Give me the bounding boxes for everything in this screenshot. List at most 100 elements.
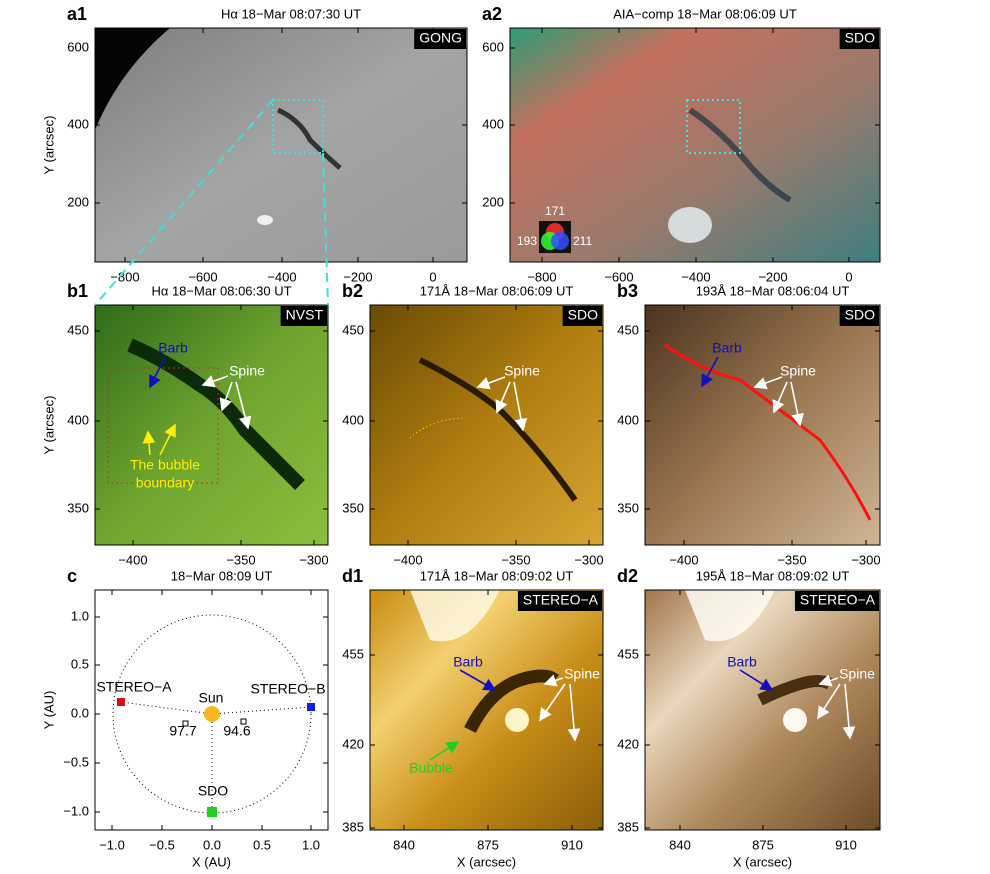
saturation [685, 590, 775, 642]
annotation: STEREO−B [250, 681, 325, 697]
y-tick-label: 600 [67, 39, 89, 54]
x-tick-label: 875 [477, 837, 499, 852]
stereo-a [117, 698, 125, 706]
x-tick-label: −800 [110, 269, 139, 284]
stereo-b [307, 703, 315, 711]
y-tick-label: −0.5 [63, 754, 89, 769]
panel-label: c [67, 566, 77, 586]
y-tick-label: 1.0 [71, 608, 89, 623]
x-axis-label: X (arcsec) [733, 854, 792, 869]
y-tick-label: 420 [617, 736, 639, 751]
arrow [142, 430, 156, 456]
panel-image [645, 590, 880, 830]
sight-line [120, 701, 213, 715]
badge-bg [839, 29, 879, 49]
badge: SDO [845, 30, 875, 46]
panel: d1 171Å 18−Mar 08:09:02 UT STEREO−A 840 875 9… [342, 566, 604, 869]
orbit [112, 614, 312, 814]
x-tick-label: −200 [343, 269, 372, 284]
y-tick-label: 350 [617, 500, 639, 515]
x-tick-label: −400 [681, 269, 710, 284]
annotation: Spine [564, 666, 600, 682]
panel-image [95, 305, 328, 545]
y-axis-label: Y (arcsec) [41, 116, 56, 175]
arrow [429, 741, 460, 761]
x-tick-label: −600 [604, 269, 633, 284]
zoom-connector [322, 152, 329, 306]
limb [95, 28, 170, 130]
x-tick-label: −300 [851, 552, 880, 567]
y-tick-label: 400 [342, 412, 364, 427]
x-tick-label: −1.0 [99, 837, 125, 852]
saturation [410, 590, 500, 642]
badge-bg [414, 29, 466, 49]
x-tick-label: −400 [118, 552, 147, 567]
annotation: Spine [504, 363, 540, 379]
panel-frame [644, 304, 881, 546]
x-tick-label: −400 [267, 269, 296, 284]
y-tick-label: −1.0 [63, 803, 89, 818]
arrow [567, 683, 581, 742]
arrow [772, 381, 788, 414]
panel: d2 195Å 18−Mar 08:09:02 UT STEREO−A 840 875 9… [617, 566, 881, 869]
x-tick-label: 840 [393, 837, 415, 852]
panel-title: 193Å 18−Mar 08:06:04 UT [696, 283, 850, 298]
x-axis-label: X (AU) [192, 854, 231, 869]
panel-frame [509, 27, 881, 263]
zoom-connector [94, 99, 274, 306]
y-tick-label: 0.0 [71, 705, 89, 720]
panel-label: a2 [482, 4, 502, 24]
panel-label: d2 [617, 566, 638, 586]
bubble [409, 417, 463, 439]
annotation: Sun [199, 690, 224, 706]
region [107, 367, 219, 484]
legend-label: 193 [517, 234, 537, 248]
y-tick-label: 420 [342, 736, 364, 751]
badge: STEREO−A [523, 592, 599, 608]
filament [276, 107, 342, 170]
panel: a2 AIA−comp 18−Mar 08:06:09 UT SDO −800 −600… [482, 4, 881, 284]
panel-title: 171Å 18−Mar 08:09:02 UT [420, 568, 574, 583]
badge: SDO [845, 307, 875, 323]
arrow [219, 381, 233, 412]
x-tick-label: −400 [669, 552, 698, 567]
x-tick-label: 0 [429, 269, 436, 284]
arrow [753, 376, 783, 390]
panel: b1 Hα 18−Mar 08:06:30 UT NVST −400 −350 −300 4… [41, 281, 328, 568]
bright [783, 708, 807, 732]
x-tick-label: −350 [777, 552, 806, 567]
annotation: Barb [453, 654, 483, 670]
panel-title: 195Å 18−Mar 08:09:02 UT [696, 568, 850, 583]
panel-label: b3 [617, 281, 638, 301]
annotation: Bubble [409, 760, 453, 776]
arrow [159, 423, 176, 456]
panel-label: b1 [67, 281, 88, 301]
arrow [513, 381, 528, 432]
panel-image [95, 28, 467, 262]
y-tick-label: 385 [342, 819, 364, 834]
x-tick-label: 0 [845, 269, 852, 284]
panel-label: d1 [342, 566, 363, 586]
panel-image [645, 305, 880, 545]
panel-title: Hα 18−Mar 08:06:30 UT [151, 283, 291, 298]
x-tick-label: −300 [299, 552, 328, 567]
y-tick-label: 455 [617, 646, 639, 661]
x-tick-label: −600 [188, 269, 217, 284]
badge-bg [562, 306, 602, 326]
x-tick-label: 875 [752, 837, 774, 852]
arrow [539, 683, 566, 722]
arrow [235, 381, 252, 430]
x-tick-label: 910 [835, 837, 857, 852]
zoom-box [272, 99, 324, 154]
annotation: The bubble [130, 457, 200, 473]
arrow [495, 381, 511, 414]
x-tick-label: 840 [669, 837, 691, 852]
panel-frame [369, 589, 604, 831]
annotation: Barb [158, 340, 188, 356]
panel-frame [94, 304, 329, 546]
y-tick-label: 400 [482, 116, 504, 131]
annotation: Barb [727, 654, 757, 670]
panel-image [370, 305, 603, 545]
panel: c 18−Mar 08:09 UT −1.0 −0.5 0.0 0.5 1.0 1.0 0.5 0… [41, 566, 329, 869]
panel-title: Hα 18−Mar 08:07:30 UT [221, 6, 361, 21]
